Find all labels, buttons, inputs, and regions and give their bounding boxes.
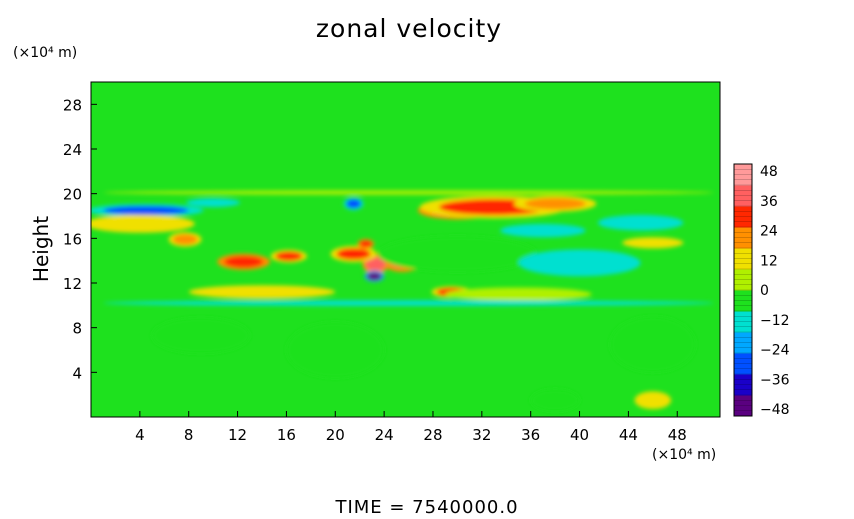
field-feature [524,198,586,210]
colorbar-label: 24 [760,224,778,240]
field-feature [367,272,382,281]
field-feature [445,287,592,301]
colorbar-swatch [734,227,752,249]
field-feature [275,251,303,261]
colorbar-swatch [734,185,752,207]
colorbar-swatch [734,248,752,270]
colorbar-label: 12 [760,253,778,269]
colorbar-swatch [734,206,752,228]
plot-frame [90,81,721,418]
velocity-field [91,190,714,412]
field-feature [365,257,386,271]
colorbar-label: −24 [760,343,790,359]
field-feature [103,190,714,195]
field-feature [186,198,241,208]
field-features [91,190,714,412]
field-feature [610,316,696,373]
colorbar-label: 48 [760,164,778,180]
x-axis-unit: (×10⁴ m) [652,447,717,463]
colorbar-label: 0 [760,283,769,299]
field-feature [224,256,264,268]
field-feature [103,300,714,306]
y-tick-label: 8 [72,320,82,338]
y-axis-ticks: 4 8 12 16 20 24 28 [63,96,97,382]
x-tick-label: 32 [472,426,491,444]
x-tick-label: 24 [375,426,394,444]
y-tick-label: 28 [63,96,82,114]
y-tick-label: 12 [63,275,82,293]
x-tick-label: 40 [570,426,589,444]
x-tick-label: 4 [135,426,145,444]
x-tick-label: 8 [184,426,194,444]
field-feature [634,391,672,410]
time-label: TIME = 7540000.0 [335,497,519,518]
colorbar-swatch [734,290,752,312]
y-tick-label: 20 [63,186,82,204]
field-feature [152,317,250,354]
colorbar-frame [733,163,753,417]
colorbar-swatch [734,269,752,291]
x-tick-label: 48 [668,426,687,444]
x-tick-label: 20 [326,426,345,444]
colorbar-swatch [734,353,752,375]
field-feature [378,236,537,272]
colorbar-label: −12 [760,313,790,329]
field-feature [622,237,684,249]
colorbar-swatch [734,374,752,396]
x-tick-label: 36 [521,426,540,444]
colorbar-label: −48 [760,402,790,418]
field-feature [597,214,684,231]
field-feature [518,249,641,277]
x-tick-label: 16 [277,426,296,444]
field-feature [91,214,195,233]
y-tick-label: 24 [63,141,82,159]
field-feature [359,240,372,248]
x-tick-label: 28 [423,426,442,444]
colorbar-swatch [734,164,752,186]
colorbar-label: 36 [760,194,778,210]
x-tick-label: 12 [228,426,247,444]
colorbar-label: −36 [760,372,790,388]
colorbar: 48 36 24 12 0 −12 −24 −36 −48 [733,163,790,418]
x-tick-label: 44 [619,426,638,444]
chart-title: zonal velocity [315,14,503,43]
field-feature [103,205,189,215]
colorbar-swatch [734,332,752,354]
field-feature [336,248,371,260]
field-feature [500,223,586,238]
field-feature [346,199,361,209]
colorbar-swatch [734,311,752,333]
y-tick-label: 4 [72,364,82,382]
field-feature [530,389,580,412]
field-feature [188,285,336,299]
x-axis-ticks: 4 8 12 16 20 24 28 32 36 40 44 48 [135,411,687,444]
field-feature [172,234,198,245]
y-tick-label: 16 [63,230,82,248]
y-axis-unit: (×10⁴ m) [13,45,78,61]
field-feature [286,322,385,378]
colorbar-swatch [734,395,752,417]
